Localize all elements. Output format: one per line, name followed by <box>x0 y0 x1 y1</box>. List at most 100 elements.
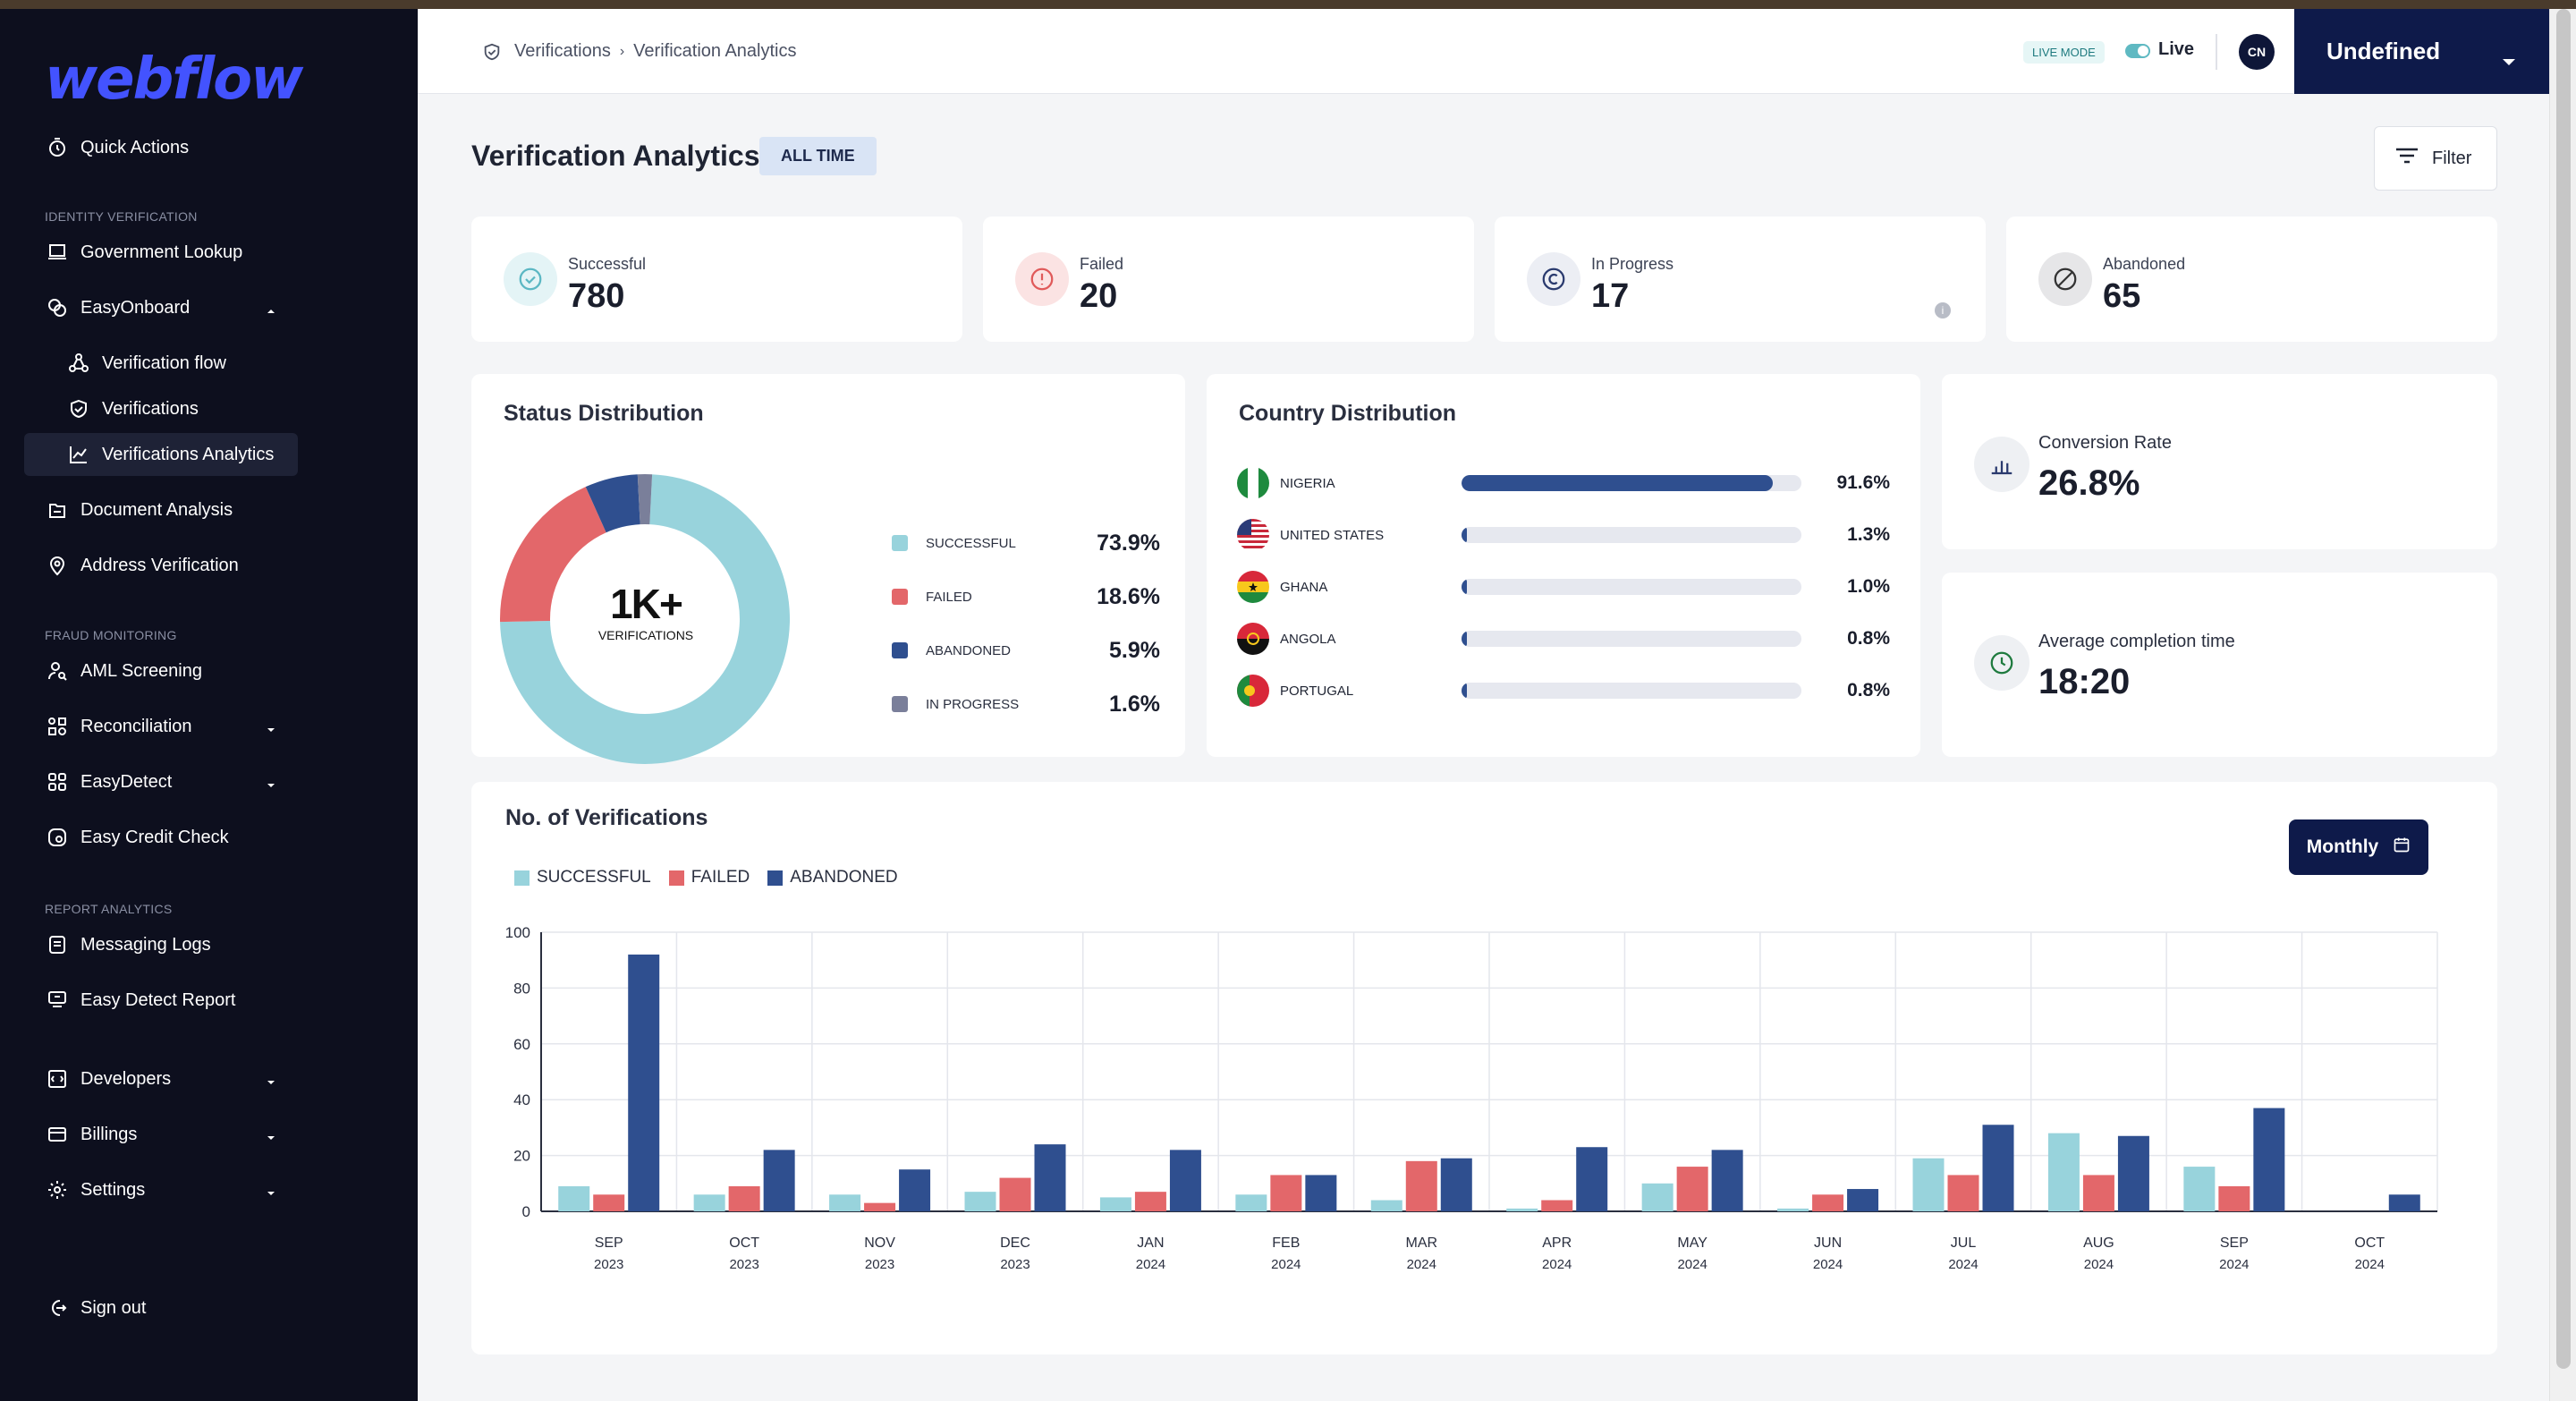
sidebar-item-document-analysis[interactable]: Document Analysis <box>45 492 277 528</box>
bar-abandoned[interactable] <box>899 1169 931 1211</box>
filter-button[interactable]: Filter <box>2374 126 2497 191</box>
ban-icon <box>2038 252 2092 306</box>
bar-abandoned[interactable] <box>2388 1194 2420 1211</box>
bar-failed[interactable] <box>1812 1194 1844 1211</box>
bar-failed[interactable] <box>1134 1192 1166 1211</box>
sidebar-item-quick-actions[interactable]: Quick Actions <box>45 130 277 166</box>
sidebar-item-developers[interactable]: Developers <box>45 1061 277 1097</box>
avatar[interactable]: CN <box>2239 34 2275 70</box>
bar-successful[interactable] <box>1506 1208 1538 1211</box>
stat-card-in-progress: In Progress 17 i <box>1495 217 1986 342</box>
bar-failed[interactable] <box>999 1177 1031 1211</box>
donut-segment-failed[interactable] <box>500 487 606 623</box>
bar-abandoned[interactable] <box>1034 1144 1066 1211</box>
bar-failed[interactable] <box>593 1194 625 1211</box>
brand-logo[interactable]: webflow <box>45 47 303 113</box>
bar-failed[interactable] <box>728 1185 760 1211</box>
section-label-identity: IDENTITY VERIFICATION <box>45 209 198 224</box>
sidebar-item-settings[interactable]: Settings <box>45 1172 277 1208</box>
bar-successful[interactable] <box>1912 1158 1945 1211</box>
scrollbar-thumb[interactable] <box>2556 9 2571 1369</box>
bar-failed[interactable] <box>1270 1175 1302 1211</box>
bar-abandoned[interactable] <box>1711 1150 1743 1211</box>
sidebar-item-address-verification[interactable]: Address Verification <box>45 548 277 583</box>
credit-icon <box>45 825 70 850</box>
donut-segment-abandoned[interactable] <box>585 474 640 533</box>
bar-successful[interactable] <box>693 1194 725 1211</box>
sidebar-item-label: Address Verification <box>80 555 239 575</box>
sidebar-item-easy-credit-check[interactable]: Easy Credit Check <box>45 819 277 855</box>
bar-abandoned[interactable] <box>1169 1150 1201 1211</box>
portugal-flag-icon <box>1237 675 1269 707</box>
bar-successful[interactable] <box>1777 1208 1809 1211</box>
clock-icon <box>1974 635 2029 691</box>
sidebar-item-verification-flow[interactable]: Verification flow <box>66 345 290 381</box>
sidebar-item-government-lookup[interactable]: Government Lookup <box>45 234 277 270</box>
sidebar-item-billings[interactable]: Billings <box>45 1117 277 1152</box>
country-bar-fill <box>1462 527 1467 543</box>
stat-label: Abandoned <box>2103 255 2186 273</box>
card-title: Country Distribution <box>1239 401 1457 426</box>
sidebar-item-messaging-logs[interactable]: Messaging Logs <box>45 927 277 963</box>
bar-failed[interactable] <box>2082 1175 2114 1211</box>
legend-label: SUCCESSFUL <box>537 868 651 887</box>
bar-failed[interactable] <box>1541 1200 1573 1211</box>
bar-failed[interactable] <box>2218 1185 2250 1211</box>
period-select-button[interactable]: Monthly <box>2289 819 2428 875</box>
chevron-down-icon <box>265 1072 277 1092</box>
country-bar-fill <box>1462 631 1467 647</box>
bar-successful[interactable] <box>558 1185 590 1211</box>
bar-abandoned[interactable] <box>1847 1189 1879 1211</box>
sidebar-item-verifications[interactable]: Verifications <box>66 391 290 427</box>
sidebar-item-easyonboard[interactable]: EasyOnboard <box>45 290 277 326</box>
donut-segment-successful[interactable] <box>500 474 790 764</box>
environment-dropdown[interactable]: Undefined <box>2294 9 2549 94</box>
legend-row: ABANDONED 5.9% <box>892 637 1160 664</box>
shield-icon <box>482 42 502 62</box>
bar-abandoned[interactable] <box>1576 1147 1608 1211</box>
bar-successful[interactable] <box>1099 1197 1131 1211</box>
sidebar-item-verifications-analytics[interactable]: Verifications Analytics <box>24 433 298 476</box>
bar-failed[interactable] <box>1676 1167 1708 1211</box>
live-mode-toggle[interactable] <box>2125 44 2150 58</box>
donut-segment-in-progress[interactable] <box>637 474 653 525</box>
top-bar: Verifications › Verification Analytics L… <box>418 9 2549 94</box>
bar-abandoned[interactable] <box>1440 1158 1472 1211</box>
legend-row: IN PROGRESS 1.6% <box>892 691 1160 717</box>
bar-failed[interactable] <box>1405 1160 1437 1211</box>
country-bar <box>1462 683 1801 699</box>
bar-successful[interactable] <box>2047 1133 2080 1211</box>
sidebar-item-easydetect[interactable]: EasyDetect <box>45 764 277 800</box>
sidebar-item-reconciliation[interactable]: Reconciliation <box>45 709 277 744</box>
sign-out-button[interactable]: Sign out <box>45 1290 277 1326</box>
bar-successful[interactable] <box>1370 1200 1402 1211</box>
country-bar <box>1462 631 1801 647</box>
bar-failed[interactable] <box>864 1202 896 1211</box>
bar-abandoned[interactable] <box>628 954 660 1211</box>
bar-abandoned[interactable] <box>1305 1175 1337 1211</box>
info-icon[interactable]: i <box>1935 302 1951 318</box>
legend-pct: 73.9% <box>1097 530 1160 556</box>
bar-failed[interactable] <box>1947 1175 1979 1211</box>
sidebar-item-aml-screening[interactable]: AML Screening <box>45 653 277 689</box>
legend-swatch <box>892 696 908 712</box>
line-chart-icon <box>66 442 91 467</box>
bar-abandoned[interactable] <box>2253 1108 2285 1211</box>
sidebar-item-easy-detect-report[interactable]: Easy Detect Report <box>45 982 277 1018</box>
chevron-down-icon <box>265 719 277 740</box>
vertical-scrollbar[interactable] <box>2549 9 2576 1401</box>
bar-abandoned[interactable] <box>763 1150 795 1211</box>
bar-abandoned[interactable] <box>1982 1125 2014 1211</box>
bar-abandoned[interactable] <box>2117 1135 2149 1211</box>
stat-value: 65 <box>2103 277 2141 315</box>
country-bar <box>1462 475 1801 491</box>
bar-successful[interactable] <box>1235 1194 1267 1211</box>
bar-successful[interactable] <box>1641 1183 1674 1211</box>
bar-successful[interactable] <box>2183 1167 2216 1211</box>
time-range-button[interactable]: ALL TIME <box>759 137 877 175</box>
bar-successful[interactable] <box>964 1192 996 1211</box>
breadcrumb-item[interactable]: Verifications <box>514 41 611 61</box>
card-icon <box>45 1122 70 1147</box>
bar-successful[interactable] <box>829 1194 861 1211</box>
x-tick-label: APR <box>1542 1235 1572 1251</box>
